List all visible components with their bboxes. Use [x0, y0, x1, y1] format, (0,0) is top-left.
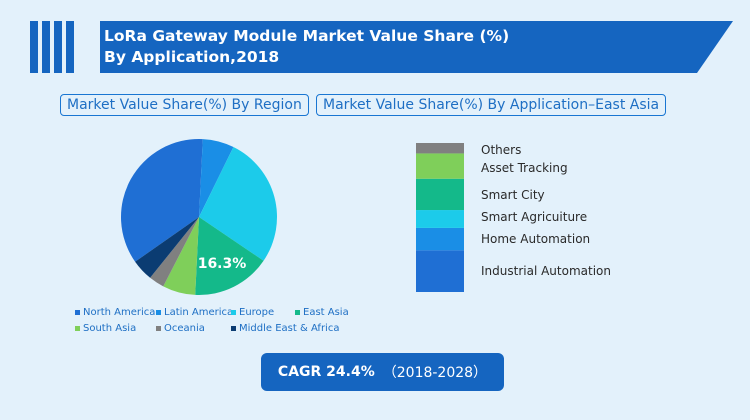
- legend-label: Europe: [239, 307, 275, 318]
- banner-stripe: [30, 21, 38, 73]
- title-banner: [30, 21, 733, 73]
- bar-seg-asset-tracking: [416, 153, 464, 179]
- banner-body: [100, 21, 733, 73]
- legend-label: East Asia: [303, 307, 349, 318]
- stack-label: Others: [481, 143, 522, 157]
- legend-label: North America: [83, 307, 156, 318]
- legend-item: Oceania: [156, 323, 205, 334]
- cagr-badge: CAGR 24.4% （2018-2028）: [261, 353, 504, 391]
- legend-label: Middle East & Africa: [239, 323, 340, 334]
- slice-europe: [199, 147, 277, 261]
- legend-item: Europe: [231, 307, 274, 318]
- legend-label: South Asia: [83, 323, 137, 334]
- legend-swatch: [295, 310, 300, 315]
- legend-item: Latin America: [156, 307, 233, 318]
- bar-seg-industrial-automation: [416, 250, 464, 292]
- stack-label: Asset Tracking: [481, 161, 568, 175]
- legend-swatch: [231, 326, 236, 331]
- pie-data-label: 16.3%: [198, 256, 247, 272]
- cagr-period: （2018-2028）: [382, 365, 488, 381]
- legend-item: East Asia: [295, 307, 349, 318]
- slice-middle-east-africa: [135, 217, 199, 278]
- banner-stripe: [66, 21, 74, 73]
- legend-item: Middle East & Africa: [231, 323, 339, 334]
- slice-north-america: [121, 139, 203, 262]
- banner-stripe: [42, 21, 50, 73]
- bar-seg-home-automation: [416, 227, 464, 251]
- legend-swatch: [75, 326, 80, 331]
- slice-south-asia: [163, 217, 199, 295]
- bar-seg-smart-agriculture: [416, 210, 464, 228]
- legend-label: Latin America: [164, 307, 234, 318]
- slice-east-asia: [195, 217, 264, 296]
- stack-label: Smart City: [481, 188, 545, 202]
- page-title-line2: By Application,2018: [104, 48, 280, 66]
- bar-seg-smart-city: [416, 178, 464, 211]
- legend-swatch: [231, 310, 236, 315]
- legend-item: South Asia: [75, 323, 136, 334]
- slice-oceania: [150, 217, 199, 287]
- stack-label: Industrial Automation: [481, 264, 611, 278]
- tab-region[interactable]: Market Value Share(%) By Region: [60, 94, 309, 116]
- stack-label: Smart Agricuiture: [481, 210, 588, 224]
- slice-latin-america: [199, 139, 234, 217]
- stack-label: Home Automation: [481, 232, 591, 246]
- legend-swatch: [75, 310, 80, 315]
- legend-label: Oceania: [164, 323, 205, 334]
- bar-seg-others: [416, 143, 464, 154]
- banner-stripe: [54, 21, 62, 73]
- page-title-line1: LoRa Gateway Module Market Value Share (…: [104, 27, 510, 45]
- tab-application[interactable]: Market Value Share(%) By Application–Eas…: [316, 94, 667, 116]
- legend-swatch: [156, 310, 161, 315]
- legend-swatch: [156, 326, 161, 331]
- legend-item: North America: [75, 307, 155, 318]
- cagr-value: CAGR 24.4%: [277, 364, 375, 380]
